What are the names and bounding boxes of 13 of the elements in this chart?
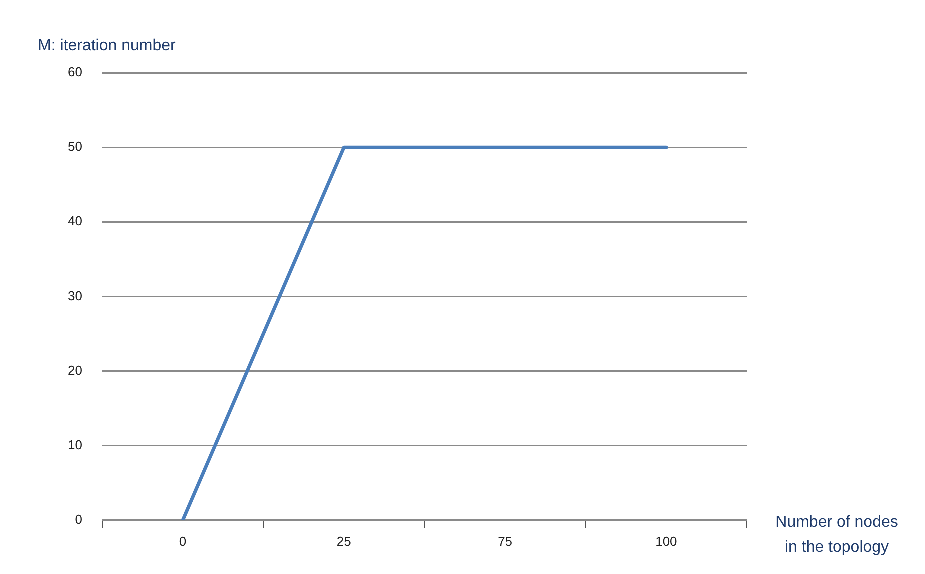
y-tick-label: 0: [75, 512, 82, 527]
y-tick-label: 50: [68, 139, 82, 154]
x-tick-label: 25: [336, 534, 352, 549]
x-axis-title: Number of nodes in the topology: [776, 514, 898, 556]
x-tick-label: 100: [656, 534, 678, 549]
x-tick-label: 0: [179, 534, 187, 549]
y-tick-label: 30: [68, 288, 82, 304]
y-tick-label: 10: [68, 437, 82, 452]
y-tick-label: 40: [68, 214, 82, 229]
y-tick-label: 60: [68, 64, 82, 80]
y-tick-label: 20: [68, 362, 82, 378]
y-axis-title: M: iteration number: [38, 37, 177, 54]
x-tick-label: 75: [498, 534, 513, 549]
